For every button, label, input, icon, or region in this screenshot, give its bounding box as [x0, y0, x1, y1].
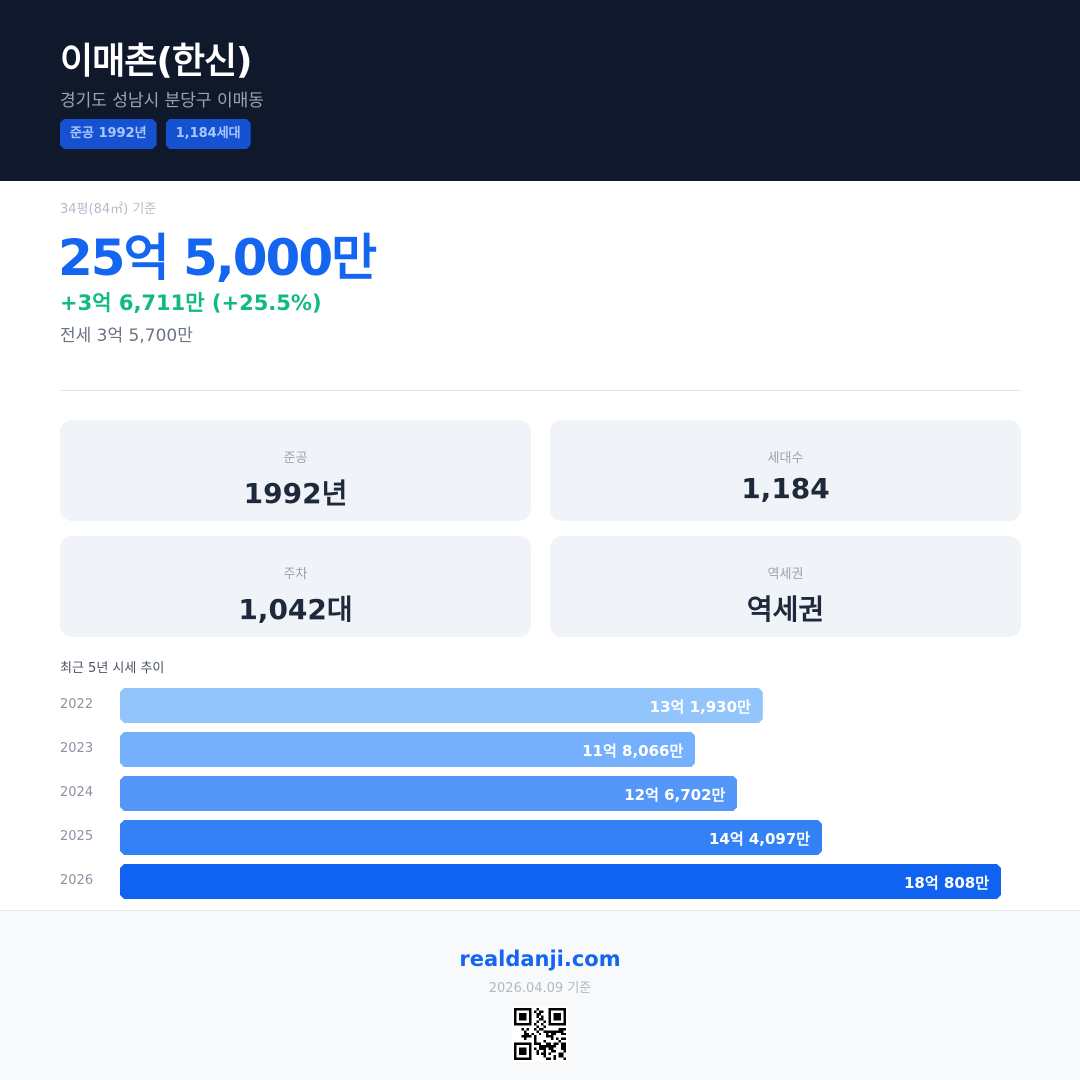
trend-bar: 18억 808만: [120, 864, 1001, 899]
stat-label: 역세권: [767, 567, 804, 582]
stat-value: 1,184: [741, 472, 830, 505]
trend-row: 2024 12억 6,702만: [60, 776, 1021, 811]
footer: realdanji.com 2026.04.09 기준: [0, 910, 1080, 1080]
stat-card-station: 역세권 역세권: [550, 536, 1021, 637]
trend-bar-label: 12억 6,702만: [624, 786, 726, 804]
trend-bar-label: 18억 808만: [903, 874, 989, 892]
divider: [60, 390, 1021, 391]
badge-built-year: 준공 1992년: [60, 119, 157, 149]
price-change: +3억 6,711만 (+25.5%): [60, 291, 322, 315]
trend-year: 2024: [60, 785, 94, 800]
qr-code-icon: [512, 1006, 568, 1062]
trend-bar: 13억 1,930만: [120, 688, 763, 723]
header: 이매촌(한신) 경기도 성남시 분당구 이매동 준공 1992년 1,184세대: [0, 0, 1080, 181]
trend-bar: 12억 6,702만: [120, 776, 737, 811]
current-price: 25억 5,000만: [58, 229, 377, 287]
stat-value: 1992년: [243, 477, 348, 510]
trend-row: 2025 14억 4,097만: [60, 820, 1021, 855]
trend-bar: 14억 4,097만: [120, 820, 822, 855]
trend-year: 2023: [60, 741, 94, 756]
stat-card-parking: 주차 1,042대: [60, 536, 531, 637]
trend-bar-label: 11억 8,066만: [582, 742, 684, 760]
price-basis: 34평(84㎡) 기준: [60, 202, 157, 217]
stat-value: 1,042대: [238, 593, 353, 626]
trend-bar: 11억 8,066만: [120, 732, 695, 767]
trend-year: 2022: [60, 697, 94, 712]
badge-households: 1,184세대: [166, 119, 251, 149]
stat-card-built: 준공 1992년: [60, 420, 531, 521]
trend-row: 2023 11억 8,066만: [60, 732, 1021, 767]
complex-title: 이매촌(한신): [60, 41, 253, 82]
stat-label: 준공: [283, 451, 308, 466]
trend-bar-label: 13억 1,930만: [649, 698, 751, 716]
site-link[interactable]: realdanji.com: [459, 947, 621, 971]
stat-card-households: 세대수 1,184: [550, 420, 1021, 521]
trend-year: 2025: [60, 829, 94, 844]
stat-label: 세대수: [767, 451, 804, 466]
trend-row: 2026 18억 808만: [60, 864, 1021, 899]
data-date: 2026.04.09 기준: [488, 981, 592, 996]
stat-value: 역세권: [746, 593, 825, 626]
trend-title: 최근 5년 시세 추이: [60, 661, 165, 676]
jeonse-price: 전세 3억 5,700만: [60, 326, 193, 346]
address: 경기도 성남시 분당구 이매동: [60, 91, 264, 111]
trend-bar-label: 14억 4,097만: [708, 830, 811, 848]
trend-row: 2022 13억 1,930만: [60, 688, 1021, 723]
stat-label: 주차: [283, 567, 308, 582]
trend-year: 2026: [60, 873, 94, 888]
